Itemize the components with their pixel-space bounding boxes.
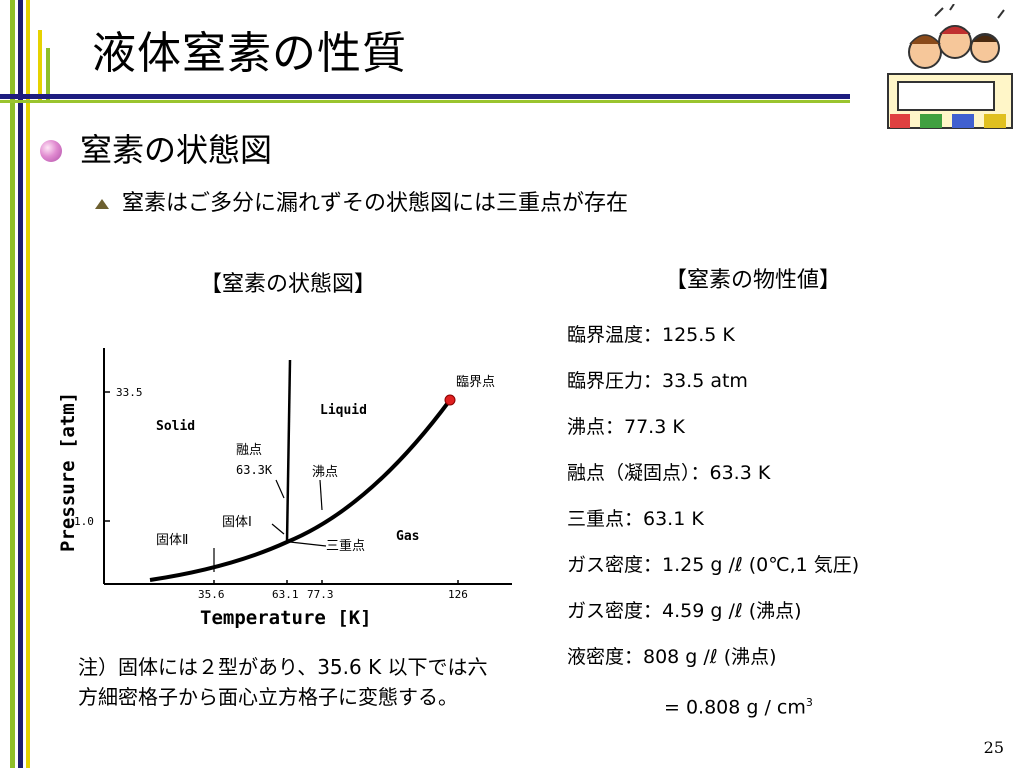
section-heading: 窒素の状態図: [80, 131, 273, 169]
property-item: 三重点：63.1 K: [567, 508, 704, 530]
region-label: Solid: [156, 419, 195, 434]
footnote: 注）固体には２型があり、35.6 K 以下では六方細密格子から面心立方格子に変態…: [78, 655, 488, 709]
x-tick-label: 126: [448, 588, 468, 601]
phase-diagram-chart: 33.5 1.0 35.6 63.1 77.3 126 Temperature …: [57, 348, 512, 629]
y-axis-label: Pressure [atm]: [57, 392, 79, 552]
title-rule-navy: [0, 94, 850, 99]
arrow-melting: [275, 479, 285, 499]
property-item: 沸点：77.3 K: [567, 416, 685, 438]
region-label: Liquid: [320, 403, 367, 418]
page-number: 25: [983, 738, 1004, 757]
x-axis-label: Temperature [K]: [200, 607, 372, 629]
property-item: 液密度：808 g /ℓ (沸点): [567, 646, 777, 668]
x-tick-label: 35.6: [198, 588, 225, 601]
property-value: = 0.808 g / cm: [664, 696, 806, 719]
accent-bar-navy: [18, 0, 23, 768]
title-rule-green: [0, 100, 850, 103]
annotation-solid-two: 固体Ⅱ: [156, 533, 188, 548]
arrow-solid-one: [271, 523, 285, 535]
diagram-caption: 【窒素の状態図】: [200, 272, 377, 297]
annotation-solid-one: 固体Ⅰ: [222, 515, 252, 530]
property-item: 融点（凝固点）：63.3 K: [567, 462, 771, 484]
properties-caption: 【窒素の物性値】: [665, 268, 842, 293]
annotation-critical-point: 臨界点: [456, 375, 495, 390]
accent-bar-short-green: [46, 48, 50, 100]
bullet-triangle-icon: [95, 199, 109, 209]
unit-superscript: 3: [805, 696, 813, 709]
annotation-melting-temp: 63.3K: [236, 463, 273, 477]
slide-title: 液体窒素の性質: [92, 28, 407, 79]
section-subheading: 窒素はご多分に漏れずその状態図には三重点が存在: [122, 191, 629, 216]
property-item: ガス密度：4.59 g /ℓ (沸点): [567, 600, 802, 622]
region-label: Gas: [396, 529, 419, 544]
melting-curve: [285, 359, 292, 543]
property-item: 臨界圧力：33.5 atm: [567, 370, 748, 392]
bullet-circle-icon: [40, 140, 62, 162]
critical-point-marker: [444, 394, 456, 406]
annotation-triple-point: 三重点: [326, 538, 365, 554]
annotation-boiling-point: 沸点: [312, 465, 338, 480]
sublimation-vaporization-curve: [149, 398, 452, 582]
x-tick-label: 63.1: [272, 588, 299, 601]
x-tick-label: 77.3: [307, 588, 334, 601]
property-item: ガス密度：1.25 g /ℓ (0℃,1 気圧): [567, 554, 860, 576]
y-tick-label: 1.0: [74, 515, 94, 528]
annotation-melting-point: 融点: [236, 443, 262, 458]
accent-bar-yellow: [26, 0, 30, 768]
arrow-boiling: [319, 479, 323, 511]
accent-bar-green: [10, 0, 15, 768]
property-item: 臨界温度：125.5 K: [567, 324, 735, 346]
property-item-continued: = 0.808 g / cm3: [664, 690, 813, 720]
accent-bar-short-yellow: [38, 30, 42, 100]
y-tick-label: 33.5: [116, 386, 143, 399]
cheering-people-illustration: [887, 4, 1013, 129]
arrow-triple-point: [289, 541, 327, 547]
